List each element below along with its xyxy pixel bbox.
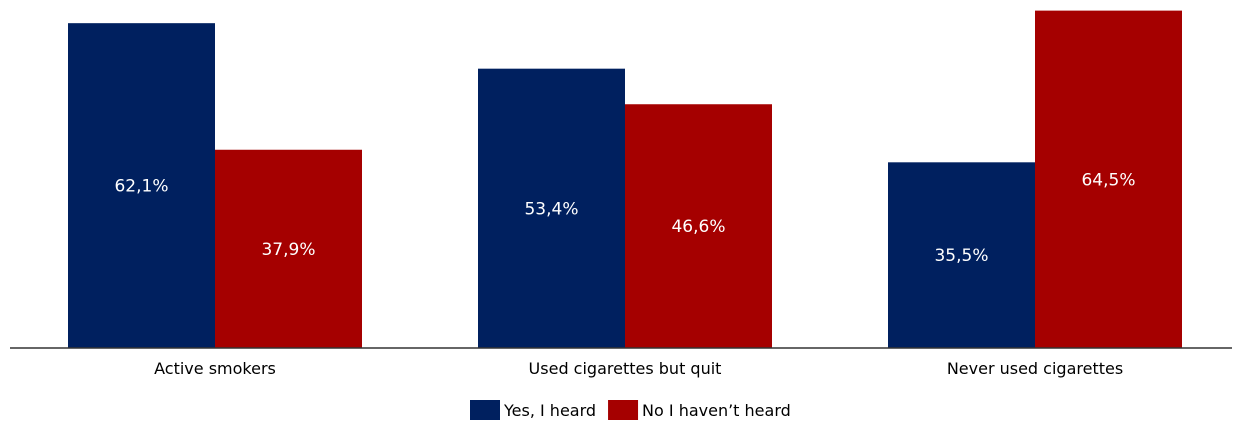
bars-group [68,10,1182,349]
data-label-yes-2: 35,5% [934,246,988,266]
bar-no-1 [625,104,772,348]
bar-labels-group: 62,1% 37,9% 53,4% 46,6% 35,5% 64,5% [114,170,1135,266]
data-label-no-0: 37,9% [261,240,315,260]
legend-swatch-no [608,400,639,420]
legend: Yes, I heard No I haven’t heard [470,400,791,420]
data-label-no-2: 64,5% [1081,170,1135,190]
bar-yes-2 [888,162,1035,348]
data-label-yes-1: 53,4% [524,199,578,219]
bar-yes-0 [68,23,215,349]
category-labels-group: Active smokers Used cigarettes but quit Ne… [154,359,1123,378]
data-label-yes-0: 62,1% [114,177,168,197]
bar-no-0 [215,149,362,348]
legend-swatch-yes [470,400,500,420]
legend-label-yes: Yes, I heard [503,401,596,420]
data-label-no-1: 46,6% [671,217,725,237]
bar-yes-1 [478,68,625,348]
bar-no-2 [1035,10,1182,348]
category-label-0: Active smokers [154,359,276,378]
category-label-1: Used cigarettes but quit [529,359,722,378]
legend-label-no: No I haven’t heard [642,401,791,420]
category-label-2: Never used cigarettes [947,359,1123,378]
